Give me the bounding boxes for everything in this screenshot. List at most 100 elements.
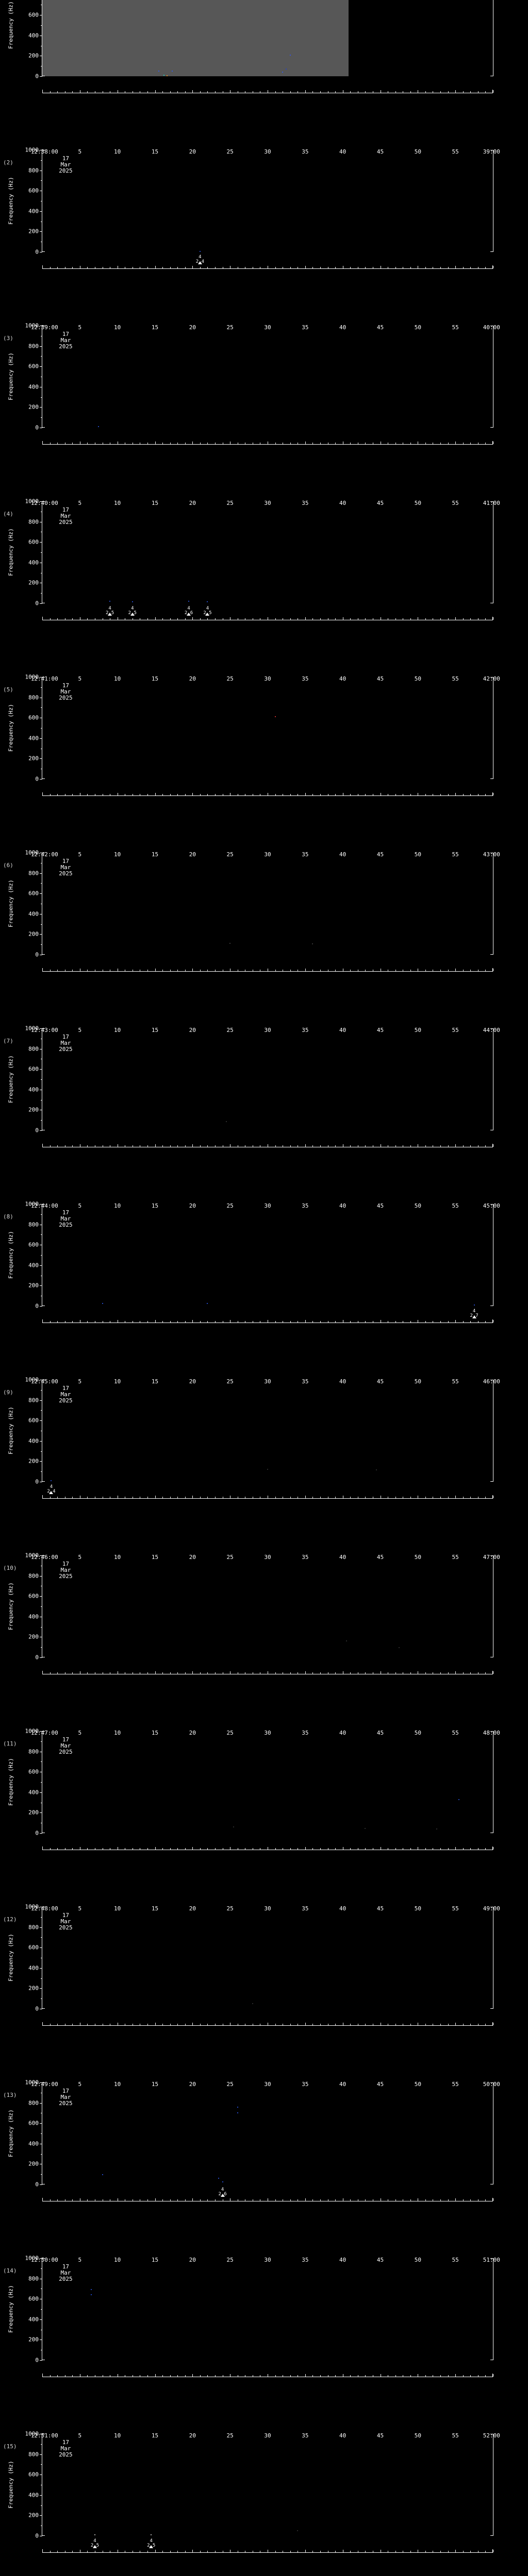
x-tick-label: 10 [114, 148, 121, 155]
x-axis-start-label: 12:40:00 [30, 500, 58, 506]
x-tick [275, 443, 276, 444]
x-tick [42, 90, 43, 93]
x-tick [215, 267, 216, 268]
x-tick [147, 794, 148, 795]
x-tick [335, 1848, 336, 1850]
x-tick-label: 10 [114, 1730, 121, 1736]
x-tick-label: 5 [78, 675, 82, 682]
x-tick [162, 1497, 163, 1498]
y-tick-label: 400 [28, 1437, 39, 1445]
x-axis-cap-right [492, 792, 493, 795]
x-tick [72, 794, 73, 795]
x-tick [57, 1497, 58, 1498]
x-tick [215, 1145, 216, 1147]
detection-point [267, 1469, 268, 1470]
x-tick [42, 1496, 43, 1498]
x-tick [275, 91, 276, 93]
x-tick [200, 1497, 201, 1498]
x-tick [275, 2024, 276, 2025]
y-tick [41, 1451, 42, 1452]
x-tick [200, 1145, 201, 1147]
x-tick [275, 1497, 276, 1498]
x-tick [455, 617, 456, 620]
x-tick [170, 1497, 171, 1498]
x-tick [50, 794, 51, 795]
x-axis [42, 265, 493, 269]
x-tick-label: 35 [302, 2081, 309, 2088]
x-tick [448, 1497, 449, 1498]
x-tick [290, 2551, 291, 2552]
x-axis-cap-right [492, 617, 493, 620]
x-tick [87, 794, 88, 795]
x-axis-end-label: 50:00 [483, 2081, 500, 2088]
panel-index-label: (10) [3, 1565, 17, 1571]
detection-marker-triangle [49, 1491, 54, 1494]
x-tick [215, 2024, 216, 2025]
x-tick [170, 970, 171, 971]
x-tick [290, 91, 291, 93]
x-tick [455, 969, 456, 971]
x-tick [185, 2199, 186, 2201]
detection-point [289, 55, 291, 56]
x-tick [185, 794, 186, 795]
x-tick-label: 35 [302, 148, 309, 155]
y-tick [40, 1555, 42, 1556]
x-tick [147, 2375, 148, 2377]
x-tick [463, 443, 464, 444]
x-tick [170, 2199, 171, 2201]
detection-point [207, 601, 208, 603]
x-axis-date-label: 17 Mar 2025 [59, 1385, 73, 1404]
x-tick [215, 970, 216, 971]
x-tick [200, 1672, 201, 1674]
x-tick [155, 2550, 156, 2552]
x-axis-date-label: 17 Mar 2025 [59, 1912, 73, 1931]
x-tick [305, 617, 306, 620]
x-tick [72, 1321, 73, 1323]
x-tick [463, 2551, 464, 2552]
detection-point [207, 1303, 208, 1304]
x-tick [395, 2024, 396, 2025]
x-tick [57, 1848, 58, 1850]
x-axis [42, 792, 493, 796]
plot-canvas-2 [42, 150, 493, 252]
x-tick [320, 2024, 321, 2025]
x-tick [155, 1847, 156, 1850]
x-tick [365, 2024, 366, 2025]
x-tick [305, 2023, 306, 2025]
y-tick-label: 800 [28, 1397, 39, 1404]
y-tick-label: 800 [28, 1045, 39, 1053]
x-tick [335, 2024, 336, 2025]
x-tick [170, 443, 171, 444]
x-tick [155, 266, 156, 268]
x-tick-label: 55 [452, 1027, 459, 1033]
y-tick-label: 0 [35, 600, 39, 607]
detection-point [286, 68, 287, 70]
y-tick-label: 800 [28, 870, 39, 877]
y-tick [41, 1214, 42, 1215]
x-axis-start-label: 12:38:00 [30, 148, 58, 155]
y-tick [41, 687, 42, 688]
x-tick [207, 443, 208, 444]
y-tick [40, 1947, 42, 1948]
panel-index-label: (11) [3, 1740, 17, 1747]
x-tick-label: 30 [264, 1378, 271, 1385]
x-tick [350, 2199, 351, 2201]
x-tick [425, 267, 426, 268]
panel-6: 1000 800 600 400 200 0 Frequency (Hz) (6) 12:42:… [0, 849, 528, 1024]
x-tick-label: 50 [414, 500, 421, 506]
x-axis-start-label: 12:44:00 [30, 1202, 58, 1209]
x-tick-label: 25 [226, 1027, 234, 1033]
y-tick [41, 1741, 42, 1742]
detection-point [166, 75, 168, 76]
x-tick [192, 1847, 193, 1850]
x-tick [215, 443, 216, 444]
y-tick-label: 400 [28, 2316, 39, 2323]
x-tick-label: 5 [78, 2081, 82, 2088]
y-tick-label: 400 [28, 1086, 39, 1093]
x-tick [42, 793, 43, 795]
x-tick [463, 618, 464, 620]
x-tick [410, 2199, 411, 2201]
detection-point [172, 71, 173, 72]
x-tick [207, 2024, 208, 2025]
y-tick [40, 1400, 42, 1401]
